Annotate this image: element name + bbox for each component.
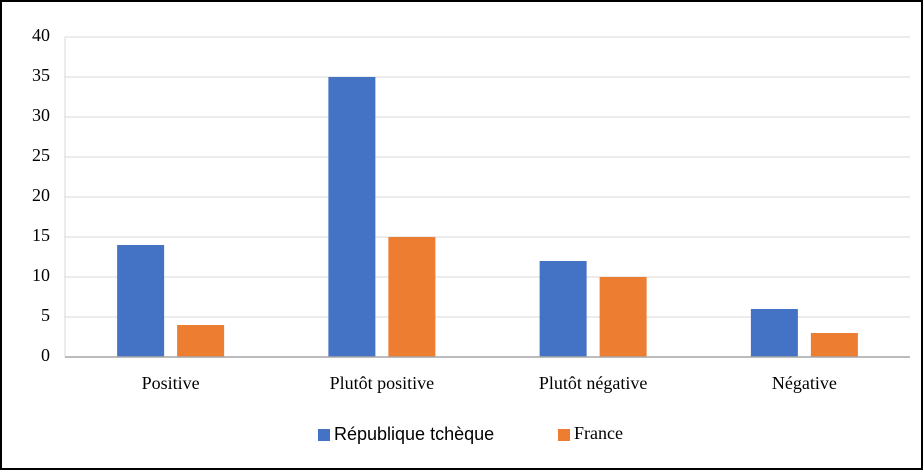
legend-label: France — [574, 423, 623, 443]
y-tick-label: 25 — [32, 145, 50, 165]
y-tick-label: 35 — [32, 65, 50, 85]
y-tick-label: 20 — [32, 185, 50, 205]
y-tick-label: 5 — [41, 305, 50, 325]
x-tick-label: Négative — [772, 373, 837, 393]
x-tick-label: Plutôt positive — [330, 373, 435, 393]
legend-swatch — [558, 429, 570, 441]
bar — [117, 245, 165, 357]
bar — [388, 237, 436, 357]
bar — [750, 309, 798, 357]
y-tick-label: 15 — [32, 225, 50, 245]
x-tick-label: Positive — [142, 373, 200, 393]
bar — [177, 325, 225, 357]
bar — [599, 277, 647, 357]
bar — [539, 261, 587, 357]
x-tick-label: Plutôt négative — [539, 373, 647, 393]
y-tick-label: 40 — [32, 25, 50, 45]
bar — [810, 333, 858, 357]
legend-swatch — [318, 429, 330, 441]
y-tick-label: 30 — [32, 105, 50, 125]
y-tick-label: 10 — [32, 265, 50, 285]
legend-label: République tchèque — [334, 424, 494, 444]
bar — [328, 77, 376, 357]
y-tick-label: 0 — [41, 345, 50, 365]
